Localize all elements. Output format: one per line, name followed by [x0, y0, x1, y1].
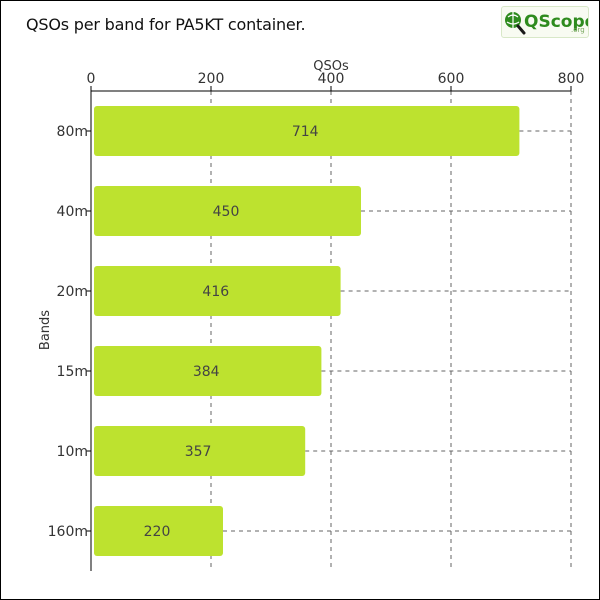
bar: [94, 266, 341, 316]
y-tick-label: 80m: [57, 124, 88, 140]
x-tick-label: 400: [318, 71, 345, 87]
bar: [94, 426, 306, 476]
bar: [94, 506, 223, 556]
chart-title: QSOs per band for PA5KT container.: [26, 15, 306, 34]
y-axis-label: Bands: [38, 310, 53, 350]
y-tick-label: 160m: [48, 524, 88, 540]
y-tick-label: 40m: [57, 204, 88, 220]
x-tick-label: 800: [558, 71, 585, 87]
logo-graphic: QScope .org: [505, 12, 588, 35]
qscope-logo[interactable]: QScope .org: [501, 6, 589, 38]
bar-value-label: 357: [185, 444, 212, 460]
bar: [94, 186, 361, 236]
x-tick-label: 0: [87, 71, 96, 87]
bar: [94, 106, 520, 156]
bar-value-label: 416: [202, 284, 229, 300]
bar-value-label: 220: [144, 524, 171, 540]
logo-suffix: .org: [571, 26, 585, 34]
magnifier-handle-icon: [516, 24, 526, 35]
logo-text: QScope: [524, 12, 588, 32]
axes: 80m 40m 20m 15m 10m 160m 0 200 400 600 800: [48, 71, 585, 571]
x-tick-label: 600: [438, 71, 465, 87]
x-axis-label: QSOs: [313, 59, 349, 74]
x-tick-label: 200: [198, 71, 225, 87]
bar-value-label: 450: [213, 204, 240, 220]
y-tick-label: 15m: [57, 364, 88, 380]
y-tick-label: 20m: [57, 284, 88, 300]
bar-value-label: 714: [292, 124, 319, 140]
bar-value-label: 384: [193, 364, 220, 380]
bars: 714 450 416 384 357 220: [94, 106, 520, 556]
grid-lines: [210, 91, 572, 571]
bar: [94, 346, 322, 396]
y-tick-label: 10m: [57, 444, 88, 460]
